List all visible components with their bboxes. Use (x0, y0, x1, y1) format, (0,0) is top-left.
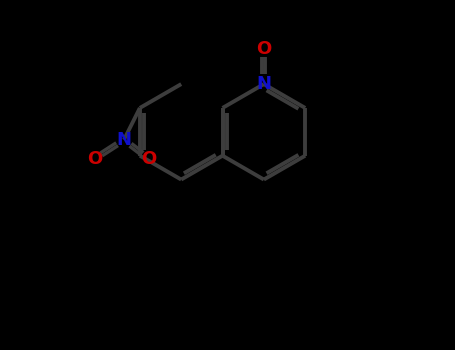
Text: O: O (87, 150, 102, 168)
Text: O: O (256, 40, 272, 58)
Text: O: O (142, 150, 157, 168)
Text: N: N (116, 131, 131, 149)
Text: N: N (256, 75, 271, 93)
